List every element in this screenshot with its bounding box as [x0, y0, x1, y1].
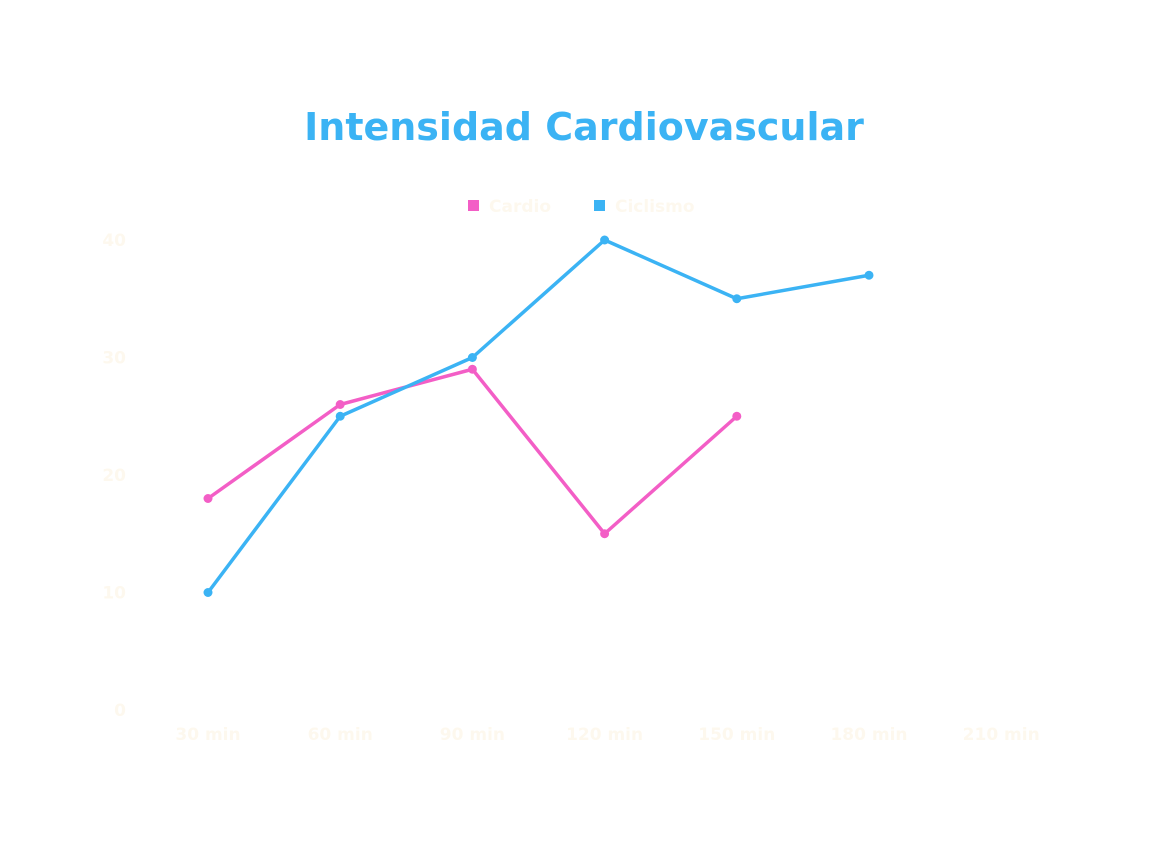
legend-label-ciclismo: Ciclismo: [615, 197, 695, 217]
x-axis-ticks: 30 min 60 min 90 min 120 min 150 min 180 min 2…: [175, 725, 1039, 745]
data-point-ciclismo: [600, 235, 610, 245]
data-point-ciclismo: [732, 294, 742, 304]
x-tick-label: 90 min: [440, 725, 505, 745]
x-tick-label: 210 min: [963, 725, 1040, 745]
x-tick-label: 30 min: [175, 725, 240, 745]
legend-label-cardio: Cardio: [489, 197, 551, 217]
y-tick-label: 10: [102, 584, 126, 604]
data-point-cardio: [732, 411, 742, 421]
y-tick-label: 40: [102, 231, 126, 251]
y-axis-ticks: 0 10 20 30 40: [102, 231, 126, 721]
series-layer: [203, 235, 874, 597]
data-point-cardio: [600, 529, 610, 539]
data-point-ciclismo: [864, 270, 874, 280]
x-tick-label: 60 min: [308, 725, 373, 745]
data-point-ciclismo: [335, 411, 345, 421]
data-point-ciclismo: [203, 588, 213, 597]
x-tick-label: 150 min: [698, 725, 775, 745]
x-tick-label: 120 min: [566, 725, 643, 745]
data-point-ciclismo: [467, 353, 477, 362]
series-line-cardio: [206, 367, 739, 536]
chart-legend: Cardio Ciclismo: [468, 197, 695, 217]
data-point-cardio: [335, 400, 345, 409]
y-tick-label: 0: [114, 701, 126, 721]
series-line-ciclismo: [206, 238, 871, 595]
x-tick-label: 180 min: [830, 725, 907, 745]
data-point-cardio: [467, 364, 477, 374]
legend-swatch-cardio: [468, 200, 479, 211]
legend-swatch-ciclismo: [594, 200, 605, 211]
data-point-cardio: [203, 494, 213, 503]
y-tick-label: 30: [102, 349, 126, 369]
y-tick-label: 20: [102, 466, 126, 486]
chart-title: Intensidad Cardiovascular: [304, 105, 864, 149]
